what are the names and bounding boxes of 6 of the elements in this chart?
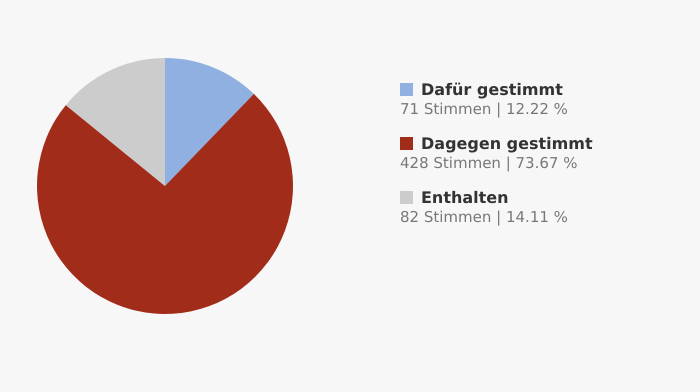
data-label: 71 Stimmen | 12.22 % — [400, 100, 569, 118]
data-label: 82 Stimmen | 14.11 % — [400, 208, 569, 226]
data-label: 428 Stimmen | 73.67 % — [400, 154, 578, 172]
legend-label: Enthalten — [421, 188, 509, 207]
legend-label: Dafür gestimmt — [421, 80, 563, 99]
legend-label: Dagegen gestimmt — [421, 134, 593, 153]
